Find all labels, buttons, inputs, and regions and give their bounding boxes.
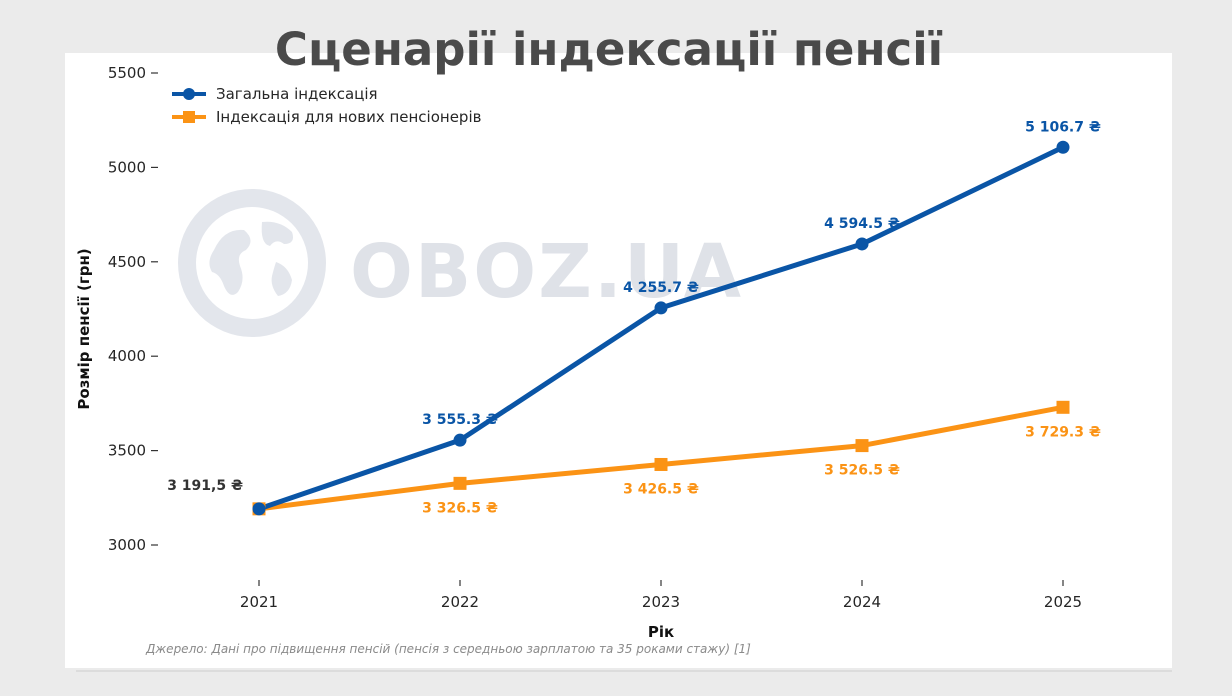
globe-icon <box>178 189 326 337</box>
series-point <box>252 502 266 516</box>
chart-panel <box>65 53 1172 668</box>
source-note: Джерело: Дані про підвищення пенсій (пен… <box>145 642 751 656</box>
data-label: 5 106.7 ₴ <box>1025 119 1101 135</box>
data-label: 3 729.3 ₴ <box>1025 424 1101 440</box>
data-labels: 3 555.3 ₴ 4 255.7 ₴ 4 594.5 ₴ 5 106.7 ₴ 3 32… <box>422 119 1101 516</box>
series-point <box>855 439 869 453</box>
x-tick-label: 2025 <box>1044 593 1082 611</box>
series-point <box>453 476 467 490</box>
legend-marker-circle <box>183 88 195 100</box>
x-tick-label: 2021 <box>240 593 278 611</box>
x-axis-title: Рік <box>648 623 674 641</box>
x-tick-label: 2024 <box>843 593 881 611</box>
start-value-label: 3 191,5 ₴ <box>167 478 243 494</box>
legend-marker-square <box>183 111 195 123</box>
y-tick-label: 3000 <box>108 536 146 554</box>
x-tick-label: 2022 <box>441 593 479 611</box>
bottom-divider <box>76 670 1172 672</box>
y-tick-label: 5000 <box>108 158 146 176</box>
data-label: 4 255.7 ₴ <box>623 280 699 296</box>
data-label: 3 526.5 ₴ <box>824 463 900 479</box>
series-point <box>654 301 668 315</box>
x-axis: 2021 2022 2023 2024 2025 <box>240 580 1082 611</box>
series-line-0 <box>256 144 1066 512</box>
legend-label-new-pensioners: Індексація для нових пенсіонерів <box>216 108 481 126</box>
legend-label-general: Загальна індексація <box>216 85 378 103</box>
y-tick-label: 3500 <box>108 442 146 460</box>
data-label: 4 594.5 ₴ <box>824 216 900 232</box>
series-point <box>1056 140 1070 154</box>
legend: Загальна індексація Індексація для нових… <box>172 85 481 126</box>
legend-item-new-pensioners: Індексація для нових пенсіонерів <box>172 108 481 126</box>
series-point <box>1056 400 1070 414</box>
series-layer <box>252 140 1070 516</box>
series-point <box>453 433 467 447</box>
x-tick-label: 2023 <box>642 593 680 611</box>
y-tick-label: 4500 <box>108 253 146 271</box>
series-point <box>654 457 668 471</box>
data-label: 3 555.3 ₴ <box>422 412 498 428</box>
data-label: 3 426.5 ₴ <box>623 481 699 497</box>
data-label: 3 326.5 ₴ <box>422 500 498 516</box>
y-tick-label: 5500 <box>108 64 146 82</box>
legend-item-general: Загальна індексація <box>172 85 378 103</box>
page-title: Сценарії індексації пенсії <box>274 23 944 76</box>
watermark: OBOZ.UA <box>178 189 741 337</box>
y-axis: 3000 3500 4000 4500 5000 5500 <box>108 64 158 554</box>
y-tick-label: 4000 <box>108 347 146 365</box>
series-point <box>855 237 869 251</box>
y-axis-title: Розмір пенсії (грн) <box>75 248 93 409</box>
